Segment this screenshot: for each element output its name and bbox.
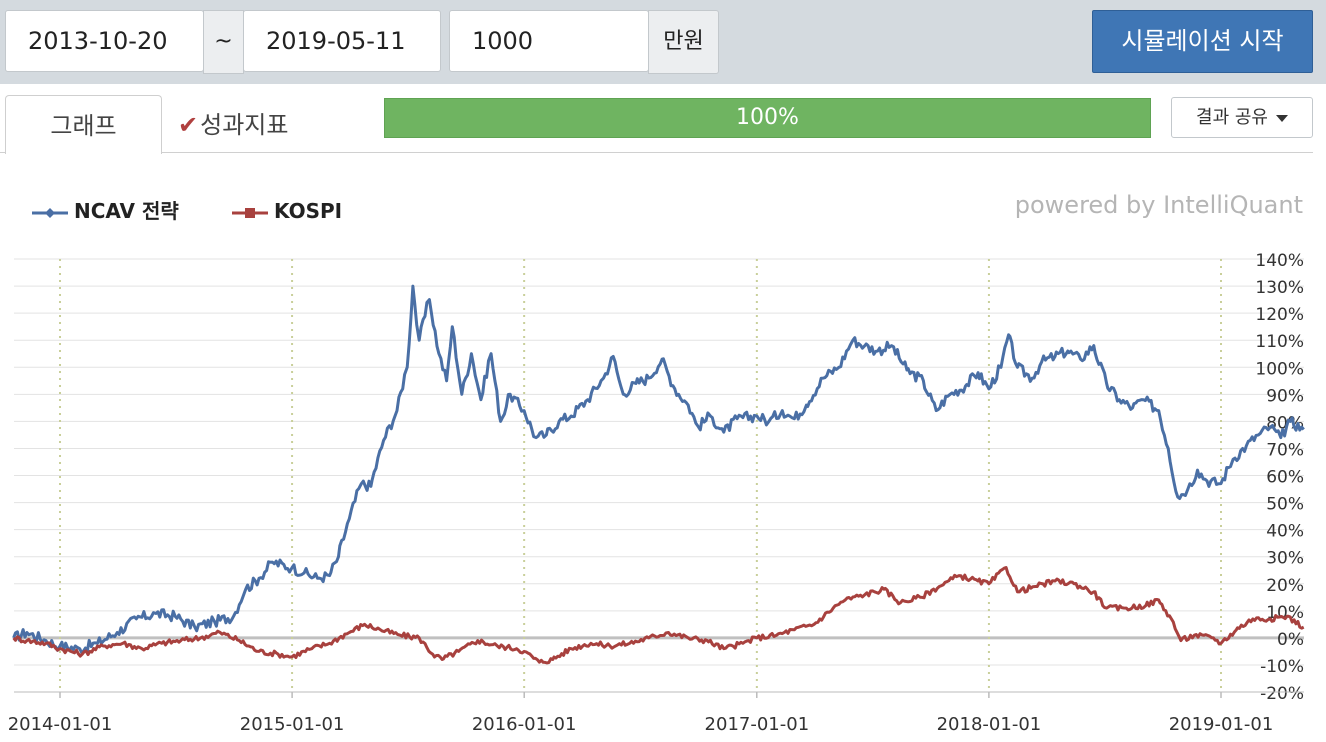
x-tick-label: 2019-01-01 xyxy=(1169,714,1274,735)
start-date-input[interactable]: 2013-10-20 xyxy=(5,10,204,72)
y-tick-label: 60% xyxy=(1266,468,1304,488)
progress-label: 100% xyxy=(736,105,799,130)
y-tick-label: 100% xyxy=(1255,359,1304,379)
legend-ncav-label: NCAV 전략 xyxy=(74,199,179,223)
x-tick-label: 2014-01-01 xyxy=(8,714,113,735)
y-tick-label: 50% xyxy=(1266,495,1304,515)
legend-ncav-marker-icon xyxy=(32,207,68,218)
caret-down-icon xyxy=(1275,114,1288,122)
check-icon: ✔ xyxy=(178,111,199,139)
y-tick-label: 20% xyxy=(1266,576,1304,596)
progress-bar: 100% xyxy=(384,98,1151,138)
x-tick-label: 2016-01-01 xyxy=(472,714,577,735)
y-tick-label: -10% xyxy=(1260,657,1304,677)
amount-input[interactable]: 1000 xyxy=(449,10,649,72)
tab-graph-label: 그래프 xyxy=(50,112,117,140)
y-tick-label: 140% xyxy=(1255,251,1304,271)
x-tick-label: 2017-01-01 xyxy=(705,714,810,735)
y-tick-label: 40% xyxy=(1266,522,1304,542)
start-simulation-button[interactable]: 시뮬레이션 시작 xyxy=(1092,10,1313,73)
x-tick-label: 2018-01-01 xyxy=(937,714,1042,735)
legend-item-kospi[interactable]: KOSPI xyxy=(232,196,342,226)
legend-item-ncav[interactable]: NCAV 전략 xyxy=(32,196,179,226)
y-tick-label: 30% xyxy=(1266,549,1304,569)
tab-performance-label: 성과지표 xyxy=(200,111,289,139)
end-date-input[interactable]: 2019-05-11 xyxy=(243,10,441,72)
amount-unit-label: 만원 xyxy=(648,10,719,74)
ncav-series-line xyxy=(12,284,1305,655)
share-results-button[interactable]: 결과 공유 xyxy=(1171,97,1313,138)
tab-graph[interactable]: 그래프 xyxy=(5,95,162,154)
date-range-separator: ~ xyxy=(203,10,244,74)
tab-bar-divider xyxy=(0,152,1313,153)
tab-performance[interactable]: ✔성과지표 xyxy=(178,103,288,147)
y-tick-label: -20% xyxy=(1260,684,1304,704)
legend-kospi-label: KOSPI xyxy=(274,199,343,223)
y-tick-label: 130% xyxy=(1255,278,1304,298)
performance-line-chart: 140%130%120%110%100%90%80%70%60%50%40%30… xyxy=(8,251,1305,735)
simulation-toolbar: 2013-10-20 ~ 2019-05-11 1000 만원 시뮬레이션 시작 xyxy=(0,0,1326,84)
share-results-label: 결과 공유 xyxy=(1196,107,1268,128)
x-tick-label: 2015-01-01 xyxy=(240,714,345,735)
legend-kospi-marker-icon xyxy=(232,207,268,218)
y-tick-label: 0% xyxy=(1277,630,1304,650)
y-tick-label: 110% xyxy=(1255,332,1304,352)
y-tick-label: 120% xyxy=(1255,305,1304,325)
y-tick-label: 70% xyxy=(1266,440,1304,460)
powered-by-credit: powered by IntelliQuant xyxy=(1014,191,1303,219)
y-tick-label: 90% xyxy=(1266,386,1304,406)
kospi-series-line xyxy=(12,566,1305,665)
